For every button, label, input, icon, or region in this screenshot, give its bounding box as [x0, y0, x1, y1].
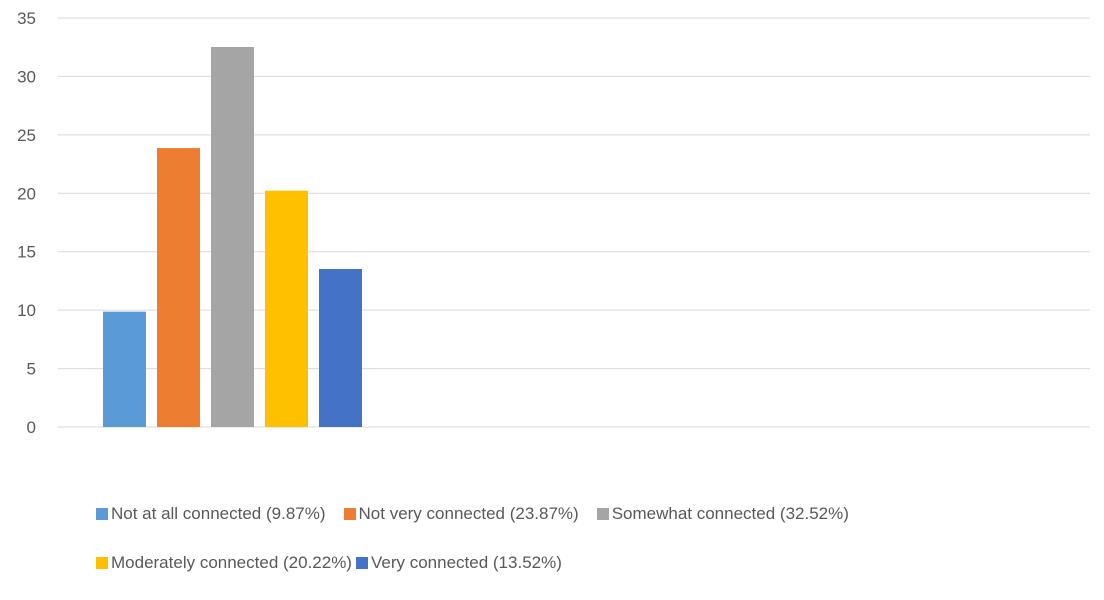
- legend-row-2: Moderately connected (20.22%) Very conne…: [96, 551, 1096, 575]
- legend-label: Very connected (13.52%): [370, 553, 562, 572]
- y-tick-label: 10: [17, 301, 36, 320]
- y-tick-label: 35: [17, 9, 36, 28]
- legend-label: Not at all connected (9.87%): [111, 504, 326, 523]
- y-axis-ticks: 0 5 10 15 20 25 30 35: [17, 9, 36, 437]
- y-tick-label: 15: [17, 243, 36, 262]
- bar: [157, 148, 200, 427]
- legend-swatch: [596, 508, 609, 520]
- legend-label: Somewhat connected (32.52%): [611, 504, 849, 523]
- bar: [265, 190, 308, 427]
- legend-item: Very connected (13.52%): [355, 553, 562, 573]
- legend-item: Not very connected (23.87%): [343, 504, 579, 524]
- bars: [103, 46, 362, 428]
- legend-label: Not very connected (23.87%): [358, 504, 579, 523]
- legend-swatch: [96, 508, 108, 520]
- legend-label: Moderately connected (20.22%): [111, 553, 352, 572]
- bar: [319, 269, 362, 427]
- y-tick-label: 5: [27, 360, 36, 379]
- legend-swatch: [96, 557, 108, 569]
- legend-item: Not at all connected (9.87%): [96, 504, 326, 524]
- legend-item: Somewhat connected (32.52%): [596, 504, 849, 524]
- legend-swatch: [343, 508, 356, 520]
- y-tick-label: 30: [17, 67, 36, 86]
- chart-plot: 0 5 10 15 20 25 30 35: [17, 9, 1090, 437]
- y-tick-label: 25: [17, 126, 36, 145]
- chart: 0 5 10 15 20 25 30 35 Not at all connected (9.8…: [17, 9, 1090, 572]
- legend-row-1: Not at all connected (9.87%) Not very co…: [96, 502, 1096, 526]
- y-tick-label: 20: [17, 184, 36, 203]
- legend-swatch: [355, 557, 368, 569]
- legend: Not at all connected (9.87%) Not very co…: [96, 502, 1096, 600]
- y-tick-label: 0: [27, 418, 36, 437]
- legend-item: Moderately connected (20.22%): [96, 553, 352, 573]
- bar: [211, 46, 254, 428]
- bar: [103, 311, 146, 427]
